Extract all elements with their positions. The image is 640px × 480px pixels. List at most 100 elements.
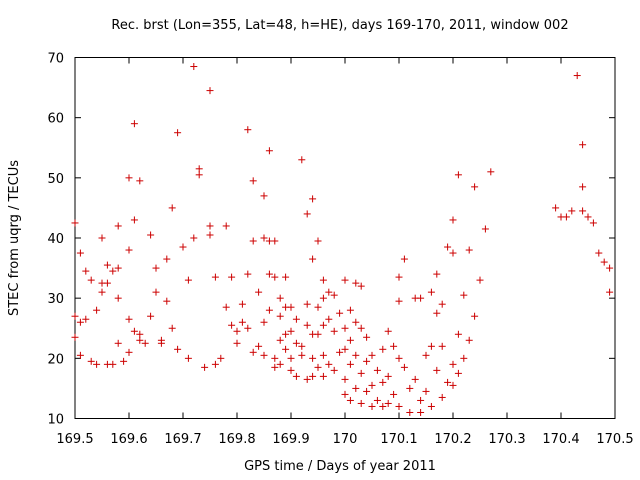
data-point [314,330,322,338]
data-point [384,399,392,407]
data-point [433,309,441,317]
data-point [352,318,360,326]
data-point [206,87,214,95]
data-point [465,336,473,344]
data-point [71,219,79,227]
y-tick-label: 30 [47,292,64,307]
data-point [427,342,435,350]
data-point [271,237,279,245]
x-tick-label: 170.3 [488,432,525,447]
data-point [206,231,214,239]
data-point [395,273,403,281]
data-point [157,339,165,347]
data-point [325,360,333,368]
data-point [211,360,219,368]
data-point [109,267,117,275]
data-point [314,237,322,245]
data-point [125,348,133,356]
data-point [238,300,246,308]
data-point [309,372,317,380]
data-point [573,72,581,80]
data-point [163,297,171,305]
data-point [568,207,576,215]
data-point [352,351,360,359]
data-point [449,360,457,368]
data-point [454,369,462,377]
data-point [114,222,122,230]
x-tick-label: 169.5 [56,432,93,447]
data-point [325,288,333,296]
data-point [298,351,306,359]
data-point [454,330,462,338]
data-point [422,387,430,395]
data-point [276,294,284,302]
data-point [476,276,484,284]
data-point [244,126,252,134]
data-point [363,357,371,365]
data-point [93,306,101,314]
y-tick-label: 50 [47,172,64,187]
data-point [255,288,263,296]
data-point [82,267,90,275]
data-point [98,288,106,296]
data-point [271,273,279,281]
data-point [357,399,365,407]
data-point [346,336,354,344]
data-point [449,216,457,224]
data-point [130,216,138,224]
data-point [184,276,192,284]
data-point [114,264,122,272]
data-point [287,366,295,374]
data-point [341,345,349,353]
data-point [336,309,344,317]
data-point [314,303,322,311]
data-point [600,258,608,266]
data-point [562,213,570,221]
data-point [206,222,214,230]
y-axis-label: STEC from uqrg / TECUs [7,160,22,316]
data-point [471,312,479,320]
data-point [400,363,408,371]
data-point [438,342,446,350]
data-point [341,276,349,284]
data-point [363,387,371,395]
data-point [411,375,419,383]
data-point [379,402,387,410]
data-point [152,264,160,272]
x-tick-label: 170.4 [542,432,579,447]
data-point [400,255,408,263]
data-point [373,396,381,404]
data-point [314,363,322,371]
data-point [287,303,295,311]
data-point [422,351,430,359]
data-point [341,390,349,398]
data-point [109,360,117,368]
data-point [265,270,273,278]
data-point [233,339,241,347]
data-point [438,393,446,401]
data-point [363,333,371,341]
plot-frame [74,57,616,419]
data-point [471,183,479,191]
data-point [120,357,128,365]
data-point [244,324,252,332]
y-axis: 10 20 30 40 50 60 70 [47,52,615,428]
data-point [168,324,176,332]
data-point [368,381,376,389]
data-point [319,321,327,329]
data-point [330,327,338,335]
data-point [201,363,209,371]
data-point [152,288,160,296]
data-point [76,318,84,326]
data-point [384,372,392,380]
data-point [222,222,230,230]
data-point [271,363,279,371]
data-point [346,306,354,314]
x-tick-label: 169.9 [272,432,309,447]
data-point [211,273,219,281]
data-point [487,168,495,176]
data-point [282,330,290,338]
data-point [141,339,149,347]
data-point [174,129,182,137]
data-point [589,219,597,227]
